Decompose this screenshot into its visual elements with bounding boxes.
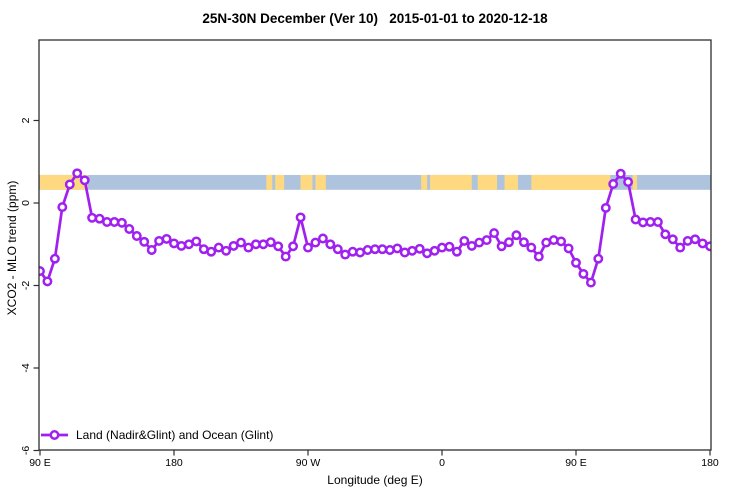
data-point: [615, 168, 626, 179]
land-band-segment: [632, 174, 638, 190]
legend-marker-icon: [49, 430, 60, 440]
x-tick-label: 90 E: [29, 457, 51, 469]
x-axis-label: Longitude (deg E): [327, 473, 422, 487]
data-point: [675, 242, 686, 253]
data-point: [243, 242, 254, 253]
data-point: [39, 266, 45, 277]
x-tick-label: 180: [165, 457, 183, 469]
data-point: [496, 241, 507, 252]
data-point: [585, 277, 596, 288]
chart-title: 25N-30N December (Ver 10) 2015-01-01 to …: [202, 11, 548, 26]
data-point: [131, 231, 142, 241]
data-point: [563, 243, 574, 254]
data-point: [109, 217, 120, 227]
data-point: [288, 241, 299, 252]
data-point: [191, 236, 202, 247]
ocean-speckle: [312, 174, 316, 190]
x-tick-label: 0: [439, 457, 445, 469]
legend-label: Land (Nadir&Glint) and Ocean (Glint): [76, 428, 273, 442]
data-point: [578, 268, 589, 279]
data-point: [705, 241, 711, 252]
data-point: [94, 213, 105, 224]
data-point: [72, 168, 83, 179]
data-point: [451, 246, 462, 257]
data-point: [459, 235, 470, 246]
data-point: [295, 212, 306, 223]
land-band-segment: [40, 174, 88, 190]
data-point: [42, 276, 53, 287]
data-point: [176, 240, 187, 251]
data-point: [466, 240, 477, 251]
data-point: [139, 236, 150, 247]
data-point: [221, 245, 232, 256]
y-tick-label: 0: [20, 200, 32, 206]
data-point: [690, 234, 701, 245]
data-point: [526, 242, 537, 253]
data-point: [280, 251, 291, 262]
data-series: [39, 168, 711, 288]
legend: Land (Nadir&Glint) and Ocean (Glint): [41, 428, 273, 442]
land-ocean-band: [39, 174, 711, 190]
y-axis-label: XCO2 - MLO trend (ppm): [5, 181, 19, 316]
data-point: [548, 235, 559, 246]
data-point: [533, 251, 544, 262]
data-point: [317, 233, 328, 244]
data-point: [504, 237, 514, 248]
data-point: [332, 244, 343, 255]
data-point: [652, 217, 663, 227]
data-point: [377, 244, 388, 255]
y-tick-label: -4: [20, 363, 32, 372]
ocean-speckle: [497, 174, 505, 190]
data-point: [49, 253, 60, 264]
ocean-speckle: [471, 174, 478, 190]
data-point: [79, 175, 90, 186]
data-point: [228, 240, 239, 251]
data-point: [518, 237, 529, 248]
axis-ticks: 90 E 180 90 W 0 90 E 180 2 0 -2 -4 -6: [20, 117, 719, 469]
data-point: [146, 245, 157, 255]
data-point: [116, 217, 127, 228]
data-point: [593, 253, 604, 264]
data-point: [64, 179, 75, 190]
data-point: [511, 230, 522, 241]
data-point: [265, 237, 276, 248]
data-point: [57, 202, 68, 213]
data-point: [623, 177, 634, 187]
x-tick-label: 180: [701, 457, 719, 469]
data-point: [310, 237, 321, 248]
plot-border: [38, 39, 712, 451]
data-point: [392, 243, 403, 254]
ocean-speckle: [427, 174, 431, 190]
x-tick-label: 90 E: [565, 457, 587, 469]
data-point: [325, 239, 336, 250]
x-tick-label: 90 W: [296, 457, 321, 469]
data-point: [206, 246, 217, 257]
data-point: [124, 224, 135, 234]
y-tick-label: 2: [20, 117, 32, 123]
ocean-speckle: [272, 174, 276, 190]
y-tick-label: -2: [20, 281, 32, 290]
land-band-segment: [421, 174, 611, 190]
data-point: [236, 237, 246, 248]
data-point: [489, 228, 500, 239]
data-point: [161, 233, 172, 244]
data-point: [571, 257, 581, 268]
data-point: [87, 212, 98, 223]
data-point: [303, 242, 313, 253]
data-point: [600, 202, 611, 213]
data-point: [414, 243, 425, 254]
data-point: [481, 235, 492, 246]
ocean-speckle: [517, 174, 532, 190]
data-point: [660, 229, 671, 240]
data-point: [667, 234, 678, 245]
data-point: [608, 179, 619, 189]
y-tick-label: -6: [20, 446, 32, 455]
data-point: [273, 241, 284, 252]
data-point: [444, 241, 455, 252]
data-point: [556, 236, 567, 247]
